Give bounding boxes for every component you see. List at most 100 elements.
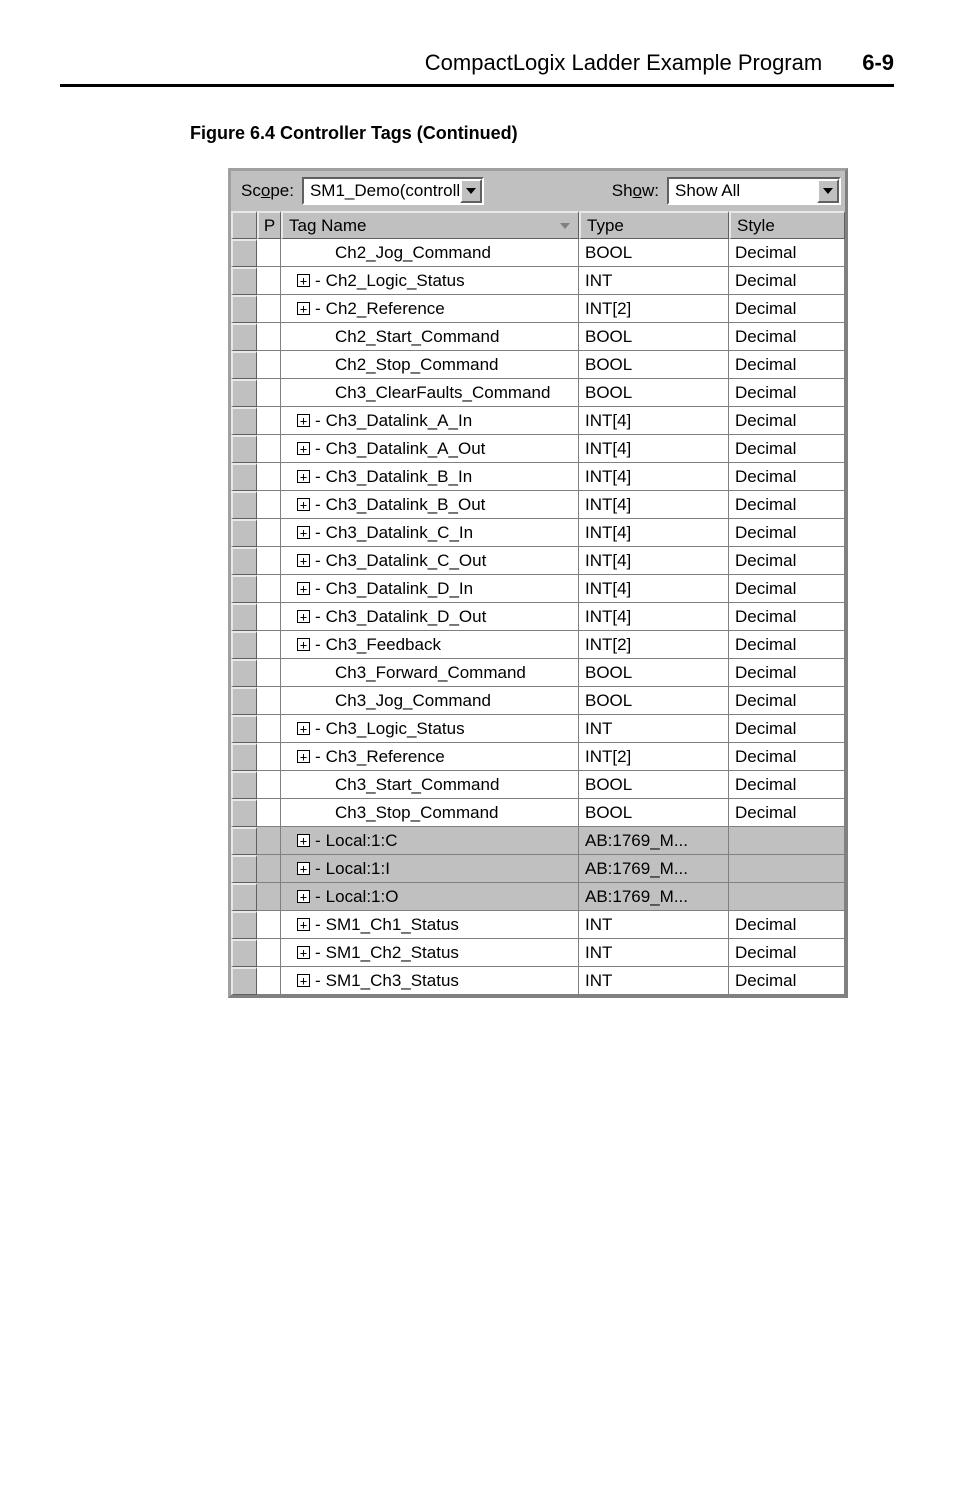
style-cell[interactable]: Decimal: [729, 519, 845, 547]
type-cell[interactable]: BOOL: [579, 323, 729, 351]
expand-icon[interactable]: +: [297, 274, 310, 287]
type-cell[interactable]: INT[4]: [579, 519, 729, 547]
tag-name-cell[interactable]: +-Ch3_Datalink_B_Out: [281, 491, 579, 519]
style-cell[interactable]: Decimal: [729, 547, 845, 575]
row-selector[interactable]: [231, 771, 257, 799]
row-selector[interactable]: [231, 967, 257, 995]
style-cell[interactable]: Decimal: [729, 575, 845, 603]
header-style[interactable]: Style: [729, 211, 845, 239]
pin-cell[interactable]: [257, 799, 281, 827]
style-cell[interactable]: Decimal: [729, 967, 845, 995]
row-selector[interactable]: [231, 687, 257, 715]
type-cell[interactable]: INT[4]: [579, 463, 729, 491]
header-pin[interactable]: P: [257, 211, 281, 239]
type-cell[interactable]: INT: [579, 967, 729, 995]
style-cell[interactable]: Decimal: [729, 715, 845, 743]
style-cell[interactable]: Decimal: [729, 631, 845, 659]
type-cell[interactable]: INT: [579, 267, 729, 295]
style-cell[interactable]: [729, 883, 845, 911]
style-cell[interactable]: [729, 855, 845, 883]
pin-cell[interactable]: [257, 967, 281, 995]
style-cell[interactable]: Decimal: [729, 463, 845, 491]
table-row[interactable]: +-Ch3_Datalink_D_InINT[4]Decimal: [231, 575, 845, 603]
pin-cell[interactable]: [257, 323, 281, 351]
expand-icon[interactable]: +: [297, 498, 310, 511]
table-row[interactable]: Ch3_Stop_CommandBOOLDecimal: [231, 799, 845, 827]
scope-combo[interactable]: SM1_Demo(controlle: [302, 177, 484, 205]
type-cell[interactable]: BOOL: [579, 771, 729, 799]
style-cell[interactable]: Decimal: [729, 939, 845, 967]
type-cell[interactable]: AB:1769_M...: [579, 827, 729, 855]
pin-cell[interactable]: [257, 827, 281, 855]
pin-cell[interactable]: [257, 883, 281, 911]
expand-icon[interactable]: +: [297, 974, 310, 987]
tag-name-cell[interactable]: +-SM1_Ch1_Status: [281, 911, 579, 939]
tag-name-cell[interactable]: +-Ch3_Datalink_C_Out: [281, 547, 579, 575]
show-dropdown-button[interactable]: [817, 179, 839, 203]
tag-name-cell[interactable]: +-Ch3_Feedback: [281, 631, 579, 659]
tag-name-cell[interactable]: +-Ch3_Datalink_B_In: [281, 463, 579, 491]
pin-cell[interactable]: [257, 295, 281, 323]
style-cell[interactable]: Decimal: [729, 435, 845, 463]
row-selector[interactable]: [231, 911, 257, 939]
pin-cell[interactable]: [257, 407, 281, 435]
table-row[interactable]: +-Ch3_Datalink_A_InINT[4]Decimal: [231, 407, 845, 435]
tag-name-cell[interactable]: +-Local:1:C: [281, 827, 579, 855]
pin-cell[interactable]: [257, 267, 281, 295]
table-row[interactable]: +-Ch3_Logic_StatusINTDecimal: [231, 715, 845, 743]
row-selector[interactable]: [231, 603, 257, 631]
tag-name-cell[interactable]: +-Local:1:O: [281, 883, 579, 911]
style-cell[interactable]: Decimal: [729, 323, 845, 351]
expand-icon[interactable]: +: [297, 918, 310, 931]
row-selector[interactable]: [231, 323, 257, 351]
pin-cell[interactable]: [257, 435, 281, 463]
pin-cell[interactable]: [257, 715, 281, 743]
style-cell[interactable]: Decimal: [729, 267, 845, 295]
table-row[interactable]: +-Ch2_Logic_StatusINTDecimal: [231, 267, 845, 295]
tag-name-cell[interactable]: Ch2_Stop_Command: [281, 351, 579, 379]
tag-name-cell[interactable]: +-Ch3_Reference: [281, 743, 579, 771]
expand-icon[interactable]: +: [297, 750, 310, 763]
row-selector[interactable]: [231, 351, 257, 379]
style-cell[interactable]: [729, 827, 845, 855]
tag-name-cell[interactable]: +-SM1_Ch3_Status: [281, 967, 579, 995]
style-cell[interactable]: Decimal: [729, 603, 845, 631]
style-cell[interactable]: Decimal: [729, 379, 845, 407]
pin-cell[interactable]: [257, 743, 281, 771]
tag-name-cell[interactable]: +-Ch2_Logic_Status: [281, 267, 579, 295]
type-cell[interactable]: INT[4]: [579, 575, 729, 603]
type-cell[interactable]: INT[4]: [579, 435, 729, 463]
pin-cell[interactable]: [257, 239, 281, 267]
header-type[interactable]: Type: [579, 211, 729, 239]
expand-icon[interactable]: +: [297, 582, 310, 595]
tag-name-cell[interactable]: Ch3_Start_Command: [281, 771, 579, 799]
style-cell[interactable]: Decimal: [729, 911, 845, 939]
row-selector[interactable]: [231, 239, 257, 267]
type-cell[interactable]: INT[4]: [579, 491, 729, 519]
header-row-selector[interactable]: [231, 211, 257, 239]
tag-name-cell[interactable]: Ch3_ClearFaults_Command: [281, 379, 579, 407]
tag-name-cell[interactable]: +-Local:1:I: [281, 855, 579, 883]
table-row[interactable]: +-Ch3_Datalink_C_InINT[4]Decimal: [231, 519, 845, 547]
pin-cell[interactable]: [257, 659, 281, 687]
expand-icon[interactable]: +: [297, 890, 310, 903]
scope-dropdown-button[interactable]: [460, 179, 482, 203]
header-tag-name[interactable]: Tag Name: [281, 211, 579, 239]
style-cell[interactable]: Decimal: [729, 771, 845, 799]
table-row[interactable]: Ch2_Jog_CommandBOOLDecimal: [231, 239, 845, 267]
tag-name-cell[interactable]: Ch3_Forward_Command: [281, 659, 579, 687]
table-row[interactable]: +-Ch3_Datalink_C_OutINT[4]Decimal: [231, 547, 845, 575]
style-cell[interactable]: Decimal: [729, 687, 845, 715]
pin-cell[interactable]: [257, 491, 281, 519]
expand-icon[interactable]: +: [297, 722, 310, 735]
table-row[interactable]: +-Local:1:OAB:1769_M...: [231, 883, 845, 911]
expand-icon[interactable]: +: [297, 610, 310, 623]
table-row[interactable]: +-Local:1:IAB:1769_M...: [231, 855, 845, 883]
row-selector[interactable]: [231, 631, 257, 659]
row-selector[interactable]: [231, 855, 257, 883]
row-selector[interactable]: [231, 799, 257, 827]
type-cell[interactable]: BOOL: [579, 379, 729, 407]
type-cell[interactable]: INT[4]: [579, 407, 729, 435]
expand-icon[interactable]: +: [297, 442, 310, 455]
tag-name-cell[interactable]: +-Ch3_Datalink_A_Out: [281, 435, 579, 463]
